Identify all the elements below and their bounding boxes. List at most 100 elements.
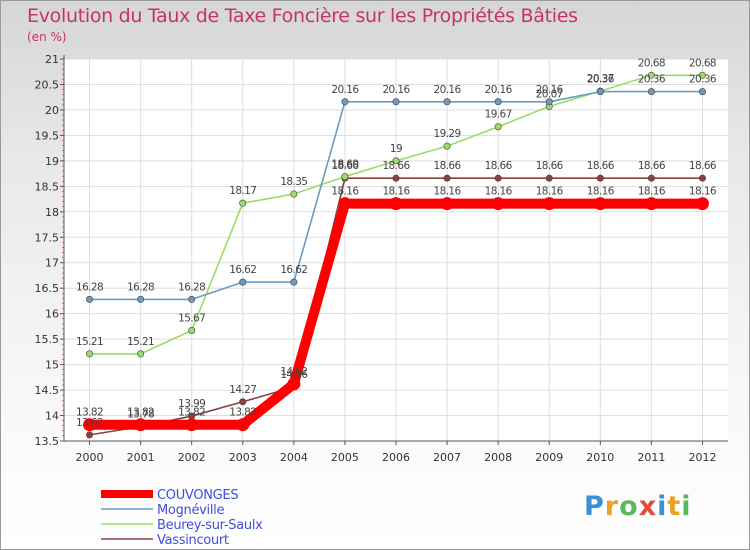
data-point [698, 71, 706, 79]
data-point [644, 197, 658, 211]
x-tick-label: 2000 [76, 451, 104, 464]
y-tick-label: 19 [45, 155, 59, 168]
y-tick-label: 16.5 [35, 282, 60, 295]
data-point [443, 174, 451, 182]
legend-label: Vassincourt [157, 533, 229, 548]
data-label: 18.69 [331, 159, 358, 171]
data-point [137, 295, 145, 303]
x-tick-label: 2002 [178, 451, 206, 464]
data-label: 14.27 [229, 384, 256, 396]
y-tick-label: 14.5 [35, 384, 60, 397]
y-tick-label: 18 [45, 206, 59, 219]
data-label: 13.82 [178, 407, 205, 419]
data-label: 20.68 [638, 57, 665, 69]
y-tick-label: 17 [45, 257, 59, 270]
y-tick-label: 21 [45, 53, 59, 66]
data-point [698, 174, 706, 182]
data-label: 18.17 [229, 185, 256, 197]
data-point [647, 71, 655, 79]
data-point [185, 418, 199, 432]
data-label: 20.16 [331, 84, 359, 96]
logo-letter: P [584, 491, 605, 522]
data-label: 19 [390, 143, 402, 155]
data-point [596, 174, 604, 182]
data-label: 19.67 [485, 109, 512, 121]
data-point [545, 174, 553, 182]
data-point [86, 350, 94, 358]
data-label: 20.36 [689, 74, 717, 86]
data-point [542, 197, 556, 211]
data-point [236, 418, 250, 432]
data-label: 13.62 [76, 417, 103, 429]
data-label: 13.82 [127, 407, 154, 419]
data-label: 13.82 [76, 407, 103, 419]
data-label: 20.36 [638, 74, 666, 86]
data-point [647, 88, 655, 96]
y-tick-label: 20 [45, 104, 59, 117]
data-point [392, 157, 400, 165]
x-tick-label: 2005 [331, 451, 359, 464]
data-point [239, 398, 247, 406]
data-label: 18.35 [280, 176, 307, 188]
data-label: 20.16 [434, 84, 462, 96]
y-tick-label: 15.5 [35, 333, 60, 346]
y-tick-label: 13.5 [35, 435, 60, 448]
data-label: 18.16 [638, 186, 666, 198]
data-label: 19.29 [434, 128, 461, 140]
data-label: 18.66 [536, 160, 564, 172]
data-point [443, 98, 451, 106]
data-point [188, 326, 196, 334]
data-label: 18.16 [689, 186, 717, 198]
chart-subtitle: (en %) [27, 30, 67, 44]
x-tick-label: 2009 [535, 451, 563, 464]
data-label: 20.37 [587, 73, 614, 85]
y-tick-label: 18.5 [35, 180, 60, 193]
logo-letter: i [657, 491, 668, 522]
data-point [239, 199, 247, 207]
data-point [593, 197, 607, 211]
data-label: 16.28 [127, 281, 154, 293]
data-label: 18.66 [587, 160, 615, 172]
data-label: 18.16 [434, 186, 462, 198]
data-label: 20.16 [485, 84, 513, 96]
data-label: 16.62 [229, 264, 256, 276]
data-point [392, 174, 400, 182]
x-tick-label: 2007 [433, 451, 461, 464]
data-label: 18.66 [485, 160, 513, 172]
legend-label: Mognéville [157, 503, 224, 518]
data-label: 18.16 [382, 186, 410, 198]
data-point [494, 98, 502, 106]
proxiti-logo: Proxiti [584, 491, 692, 522]
data-label: 14.62 [280, 366, 307, 378]
data-label: 20.16 [536, 84, 564, 96]
data-point [392, 98, 400, 106]
data-point [695, 197, 709, 211]
data-point [290, 278, 298, 286]
data-point [83, 418, 97, 432]
x-tick-label: 2004 [280, 451, 308, 464]
data-label: 18.66 [638, 160, 666, 172]
data-point [389, 197, 403, 211]
data-point [545, 98, 553, 106]
y-tick-label: 14 [45, 410, 59, 423]
legend-label: COUVONGES [157, 488, 238, 503]
data-label: 18.66 [382, 160, 410, 172]
y-tick-label: 20.5 [35, 78, 60, 91]
data-label: 14.56 [280, 369, 308, 381]
data-point [341, 98, 349, 106]
logo-letter: o [619, 491, 639, 522]
data-label: 18.66 [331, 160, 359, 172]
data-point [239, 278, 247, 286]
data-point [491, 197, 505, 211]
data-point [134, 418, 148, 432]
data-label: 15.67 [178, 312, 205, 324]
logo-letter: x [638, 491, 658, 522]
data-point [596, 88, 604, 96]
data-point [86, 295, 94, 303]
data-label: 18.16 [485, 186, 513, 198]
data-point [647, 174, 655, 182]
x-tick-label: 2008 [484, 451, 512, 464]
legend-label: Beurey-sur-Saulx [157, 518, 263, 533]
